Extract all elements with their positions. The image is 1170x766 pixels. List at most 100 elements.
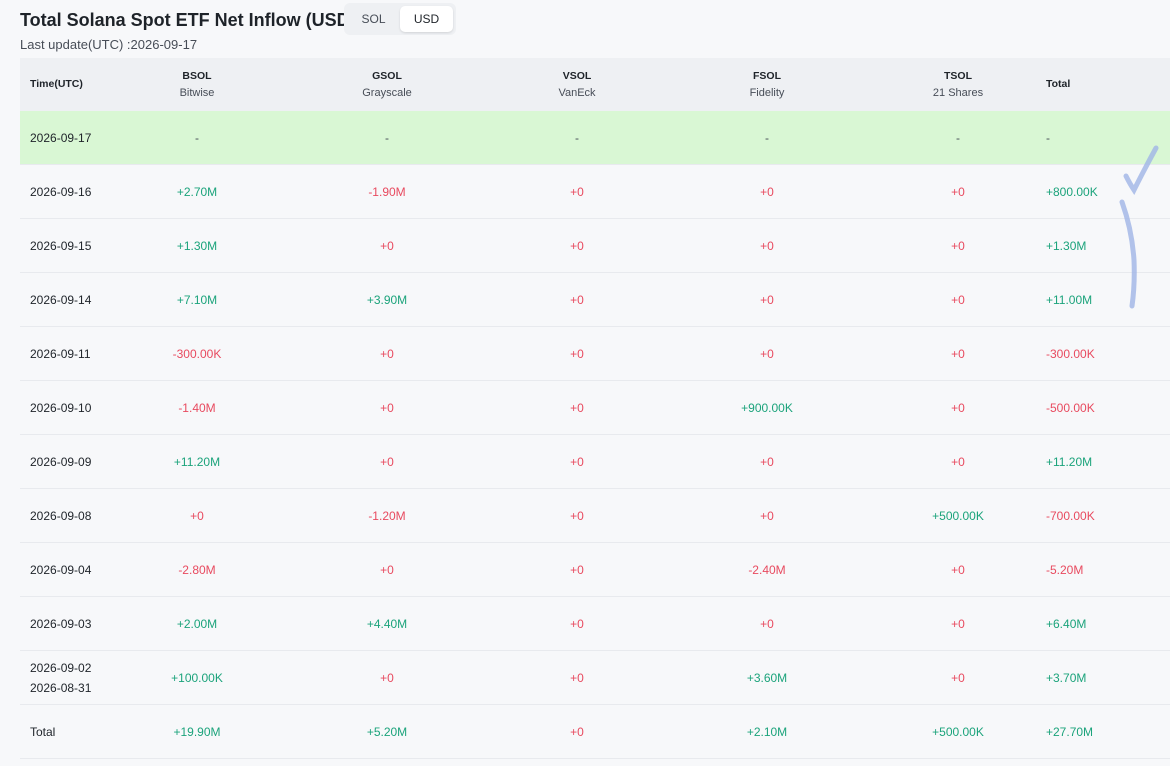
total-value: - (1046, 130, 1050, 145)
header-vsol: VSOL VanEck (500, 58, 654, 111)
gsol-cell: +5.20M (274, 704, 500, 759)
vsol-cell: +0 (500, 380, 654, 435)
tsol-value: +0 (951, 292, 965, 307)
bsol-value: +7.10M (176, 292, 218, 307)
gsol-cell: +3.90M (274, 272, 500, 327)
total-cell: +1.30M (1036, 218, 1170, 273)
tsol-value: +500.00K (932, 508, 984, 523)
gsol-value: +0 (380, 400, 394, 415)
tsol-cell: +0 (880, 164, 1036, 219)
table-row: 2026-09-08 +0 -1.20M +0 +0 +500.00K -700.00K (20, 488, 1170, 543)
date-cell: 2026-09-14 (20, 272, 120, 327)
gsol-value: -1.90M (368, 184, 406, 199)
vsol-cell: +0 (500, 218, 654, 273)
table-row: 2026-09-10 -1.40M +0 +0 +900.00K +0 -500.00K (20, 380, 1170, 435)
bsol-value: +1.30M (176, 238, 218, 253)
bsol-cell: +2.70M (120, 164, 274, 219)
vsol-value: +0 (570, 454, 584, 469)
date-text: 2026-09-10 (30, 400, 92, 415)
gsol-value: +0 (380, 454, 394, 469)
fsol-cell: +2.10M (654, 704, 880, 759)
gsol-cell: - (274, 111, 500, 165)
vsol-value: +0 (570, 616, 584, 631)
fsol-value: +3.60M (746, 670, 788, 685)
total-cell: -300.00K (1036, 326, 1170, 381)
gsol-value: - (385, 130, 389, 145)
fsol-cell: +0 (654, 596, 880, 651)
toggle-sol[interactable]: SOL (361, 12, 386, 26)
gsol-cell: +0 (274, 434, 500, 489)
date-cell: 2026-09-04 (20, 542, 120, 597)
total-cell: -500.00K (1036, 380, 1170, 435)
date-cell: 2026-09-16 (20, 164, 120, 219)
date-cell: 2026-09-08 (20, 488, 120, 543)
gsol-value: +0 (380, 238, 394, 253)
header-total: Total (1036, 58, 1170, 111)
bsol-value: -1.40M (178, 400, 216, 415)
page-title: Total Solana Spot ETF Net Inflow (USD) (20, 10, 356, 30)
bsol-cell: +1.30M (120, 218, 274, 273)
total-value: +3.70M (1046, 670, 1087, 685)
gsol-cell: +0 (274, 218, 500, 273)
vsol-cell: +0 (500, 596, 654, 651)
vsol-value: +0 (570, 508, 584, 523)
page-header: Total Solana Spot ETF Net Inflow (USD) S… (20, 0, 1170, 58)
gsol-value: +3.90M (366, 292, 408, 307)
bsol-cell: +7.10M (120, 272, 274, 327)
date-text: Total (30, 724, 56, 739)
date-text: 2026-09-17 (30, 130, 92, 145)
vsol-value: +0 (570, 292, 584, 307)
last-update-text: Last update(UTC) :2026-09-17 (20, 37, 198, 52)
date-text: 2026-09-15 (30, 238, 92, 253)
bsol-value: - (195, 130, 199, 145)
toggle-usd[interactable]: USD (400, 6, 453, 32)
total-value: -500.00K (1046, 400, 1095, 415)
bsol-value: +2.00M (176, 616, 218, 631)
date-cell: 2026-09-15 (20, 218, 120, 273)
total-cell: +800.00K (1036, 164, 1170, 219)
fsol-value: - (765, 130, 769, 145)
fsol-cell: +0 (654, 164, 880, 219)
date-text: 2026-09-09 (30, 454, 92, 469)
vsol-cell: +0 (500, 326, 654, 381)
gsol-cell: -1.20M (274, 488, 500, 543)
tsol-cell: +0 (880, 326, 1036, 381)
bsol-value: +19.90M (173, 724, 221, 739)
vsol-cell: +0 (500, 272, 654, 327)
date-cell: 2026-09-03 (20, 596, 120, 651)
tsol-cell: - (880, 111, 1036, 165)
table-header: Time(UTC) BSOL Bitwise GSOL Grayscale VSOL… (20, 58, 1170, 111)
tsol-cell: +500.00K (880, 704, 1036, 759)
bsol-cell: +100.00K (120, 650, 274, 705)
fsol-cell: +0 (654, 218, 880, 273)
total-value: +6.40M (1046, 616, 1087, 631)
fsol-value: +0 (760, 346, 774, 361)
vsol-value: +0 (570, 346, 584, 361)
gsol-cell: +0 (274, 650, 500, 705)
bsol-value: -300.00K (172, 346, 222, 361)
vsol-value: +0 (570, 562, 584, 577)
table-row: 2026-09-16 +2.70M -1.90M +0 +0 +0 +800.00K (20, 164, 1170, 219)
bsol-cell: +11.20M (120, 434, 274, 489)
fsol-cell: +0 (654, 434, 880, 489)
total-value: +800.00K (1046, 184, 1098, 199)
bsol-cell: -300.00K (120, 326, 274, 381)
tsol-value: +0 (951, 346, 965, 361)
tsol-cell: +0 (880, 218, 1036, 273)
date-cell: 2026-09-17 (20, 111, 120, 165)
total-cell: +11.00M (1036, 272, 1170, 327)
table-row: 2026-09-15 +1.30M +0 +0 +0 +0 +1.30M (20, 218, 1170, 273)
date-text: 2026-09-03 (30, 616, 92, 631)
tsol-cell: +500.00K (880, 488, 1036, 543)
date-cell: Total (20, 704, 120, 759)
unit-toggle[interactable]: SOL USD (344, 3, 456, 35)
date-text: 2026-09-08 (30, 508, 92, 523)
vsol-cell: +0 (500, 434, 654, 489)
table-row: 2026-09-11 -300.00K +0 +0 +0 +0 -300.00K (20, 326, 1170, 381)
tsol-cell: +0 (880, 650, 1036, 705)
gsol-cell: +0 (274, 542, 500, 597)
header-gsol: GSOL Grayscale (274, 58, 500, 111)
fsol-value: -2.40M (748, 562, 786, 577)
tsol-cell: +0 (880, 542, 1036, 597)
gsol-cell: +0 (274, 326, 500, 381)
